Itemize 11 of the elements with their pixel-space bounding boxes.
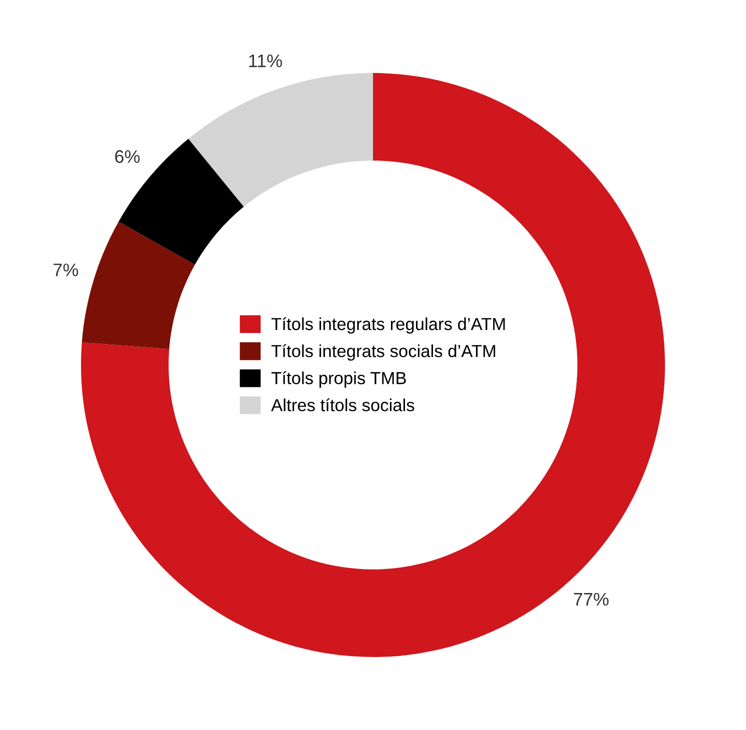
legend-label: Títols integrats socials d’ATM <box>271 344 496 361</box>
data-label: 11% <box>249 54 282 68</box>
legend-label: Títols propis TMB <box>271 371 406 388</box>
data-label: 77% <box>574 592 609 606</box>
donut-slice <box>188 73 373 207</box>
donut-slice <box>81 73 665 657</box>
donut-slice <box>82 222 195 350</box>
data-label: 6% <box>115 150 140 163</box>
legend-label: Altres títols socials <box>271 398 414 412</box>
legend-label: Títols integrats regulars d’ATM <box>271 317 505 334</box>
data-label: 7% <box>54 264 78 276</box>
